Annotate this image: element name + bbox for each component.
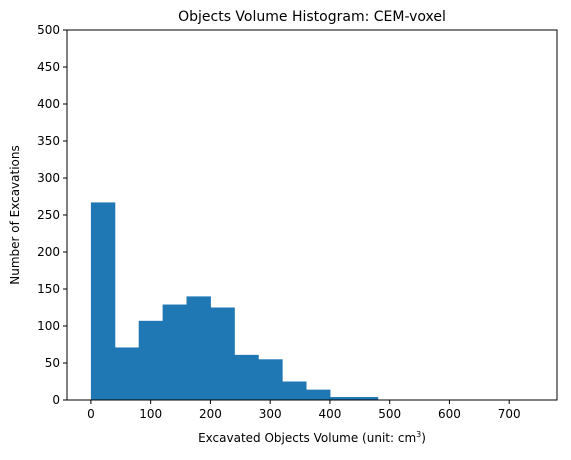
x-tick-label: 100 xyxy=(139,407,162,421)
plot-frame xyxy=(66,29,558,401)
histogram-bar-5 xyxy=(210,307,235,400)
y-axis-label: Number of Excavations xyxy=(8,145,22,285)
x-tick-label: 700 xyxy=(498,407,521,421)
histogram-bars xyxy=(90,202,379,400)
y-tick-label: 50 xyxy=(45,356,60,370)
y-tick-label: 100 xyxy=(37,319,60,333)
x-tick-label: 600 xyxy=(438,407,461,421)
chart-title: Objects Volume Histogram: CEM-voxel xyxy=(178,9,446,25)
histogram-bar-0 xyxy=(90,202,116,400)
histogram-bar-7 xyxy=(258,359,283,400)
x-axis-label: Excavated Objects Volume (unit: cm3) xyxy=(198,430,426,445)
x-tick-label: 400 xyxy=(318,407,341,421)
histogram-bar-2 xyxy=(138,320,164,400)
histogram-bar-4 xyxy=(186,296,211,400)
histogram-bar-11 xyxy=(353,397,379,400)
x-tick-label: 500 xyxy=(378,407,401,421)
histogram-bar-1 xyxy=(114,347,140,400)
y-tick-label: 200 xyxy=(37,245,60,259)
y-tick-label: 0 xyxy=(52,393,60,407)
histogram-bar-10 xyxy=(329,397,355,400)
y-tick-label: 400 xyxy=(37,97,60,111)
histogram-bar-8 xyxy=(282,381,307,400)
y-tick-label: 150 xyxy=(37,282,60,296)
y-axis-ticks: 0 50 100 150 200 250 300 350 400 450 500 xyxy=(37,23,67,407)
y-tick-label: 350 xyxy=(37,134,60,148)
x-axis-label-suffix: ) xyxy=(421,431,426,445)
histogram-bar-6 xyxy=(234,354,259,400)
x-tick-label: 300 xyxy=(259,407,282,421)
y-tick-label: 250 xyxy=(37,208,60,222)
x-axis-ticks: 0 100 200 300 400 500 600 700 xyxy=(87,400,521,421)
x-tick-label: 200 xyxy=(199,407,222,421)
histogram-bar-3 xyxy=(162,304,188,400)
x-axis-label-superscript: 3 xyxy=(416,430,421,439)
x-tick-label: 0 xyxy=(87,407,95,421)
histogram-bar-9 xyxy=(306,389,331,400)
x-axis-label-text: Excavated Objects Volume (unit: cm xyxy=(198,431,416,445)
y-tick-label: 450 xyxy=(37,60,60,74)
y-tick-label: 300 xyxy=(37,171,60,185)
y-tick-label: 500 xyxy=(37,23,60,37)
